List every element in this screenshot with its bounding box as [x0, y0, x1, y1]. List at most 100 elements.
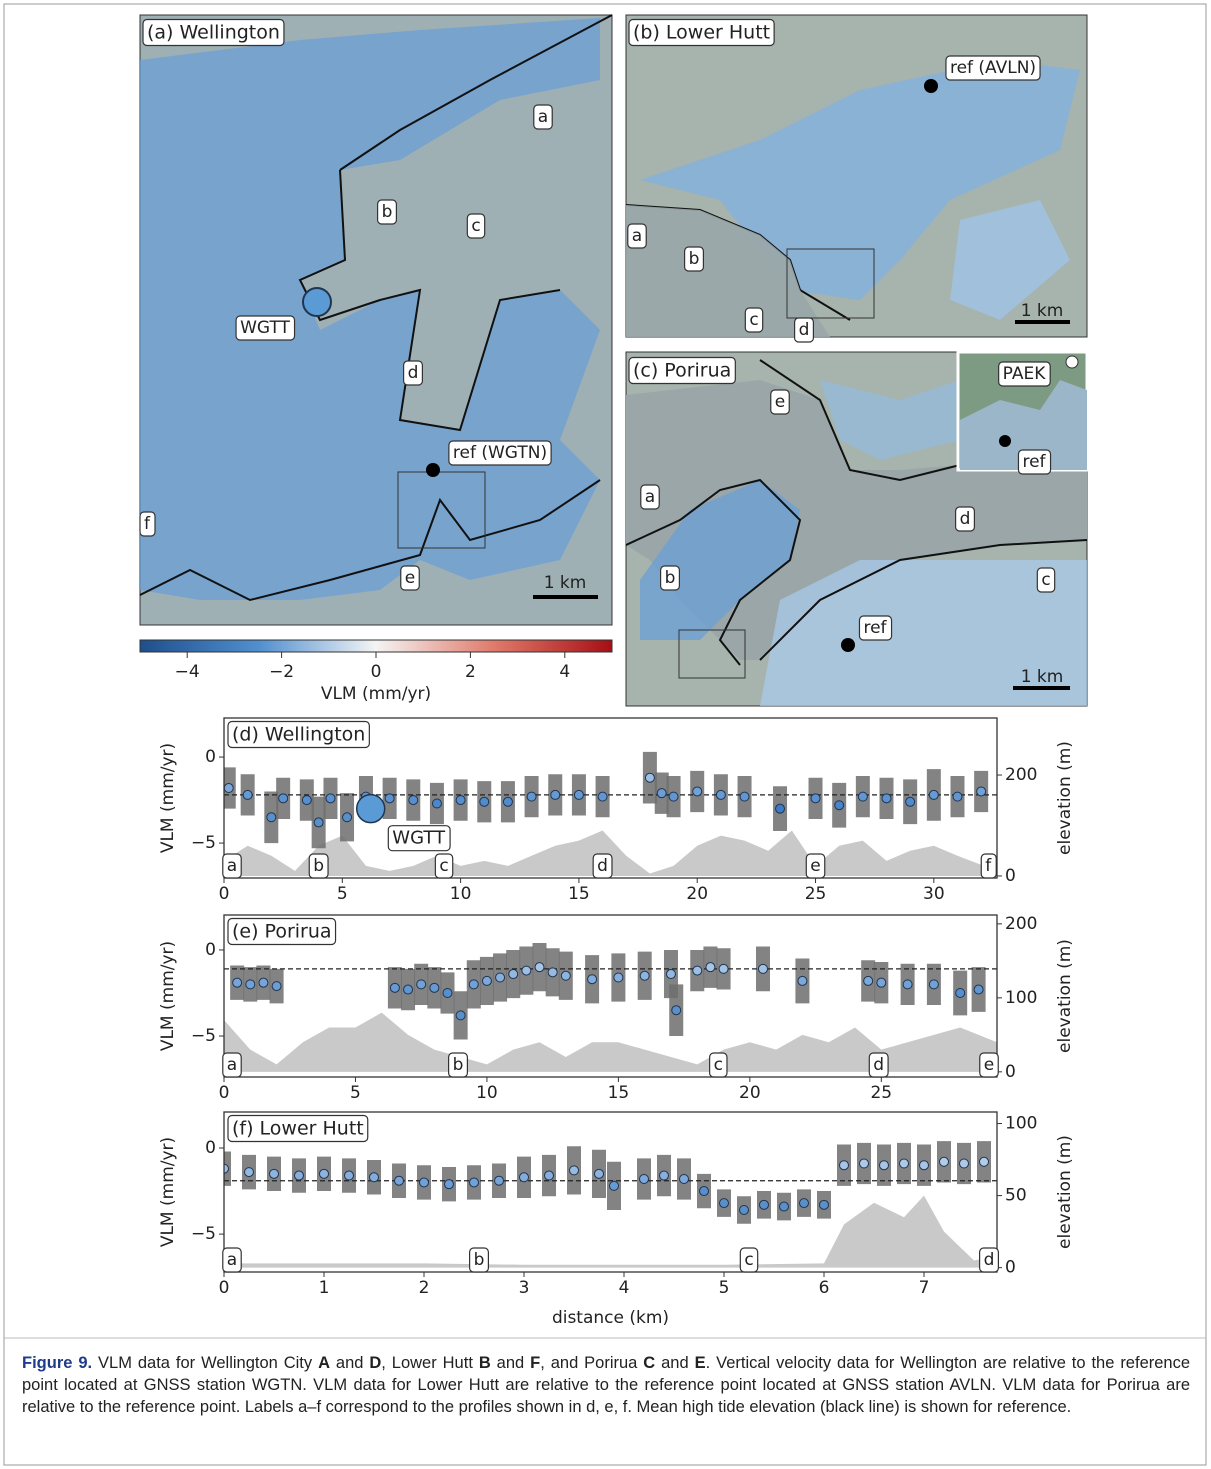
- y-axis-label: VLM (mm/yr): [158, 941, 178, 1051]
- map-label: c: [1041, 570, 1050, 590]
- colorbar-label: VLM (mm/yr): [321, 684, 431, 704]
- point: [740, 792, 749, 801]
- point: [920, 1161, 929, 1170]
- x-tick-label: 0: [219, 1083, 230, 1103]
- map-label: d: [799, 320, 810, 340]
- y2-tick-label: 100: [1005, 1114, 1037, 1134]
- point: [610, 1181, 619, 1190]
- profile-marker: c: [744, 1250, 753, 1270]
- point: [640, 1174, 649, 1183]
- point: [417, 980, 426, 989]
- y2-tick-label: 100: [1005, 988, 1037, 1008]
- colorbar-tick-label: −4: [175, 662, 200, 682]
- station-label: WGTT: [392, 828, 446, 849]
- point: [669, 792, 678, 801]
- caption-text: Figure 9.: [22, 1354, 92, 1372]
- point: [906, 797, 915, 806]
- point: [929, 790, 938, 799]
- y-tick-label: 0: [205, 940, 216, 960]
- map-label: c: [471, 216, 480, 236]
- profile-marker: a: [227, 1055, 237, 1075]
- y-tick-label: −5: [191, 1224, 216, 1244]
- point: [574, 790, 583, 799]
- x-tick-label: 25: [870, 1083, 892, 1103]
- x-tick-label: 15: [608, 1083, 630, 1103]
- point: [700, 1187, 709, 1196]
- point: [370, 1173, 379, 1182]
- point: [666, 970, 675, 979]
- y-tick-label: 0: [205, 1138, 216, 1158]
- caption-text: B: [479, 1354, 491, 1372]
- profile-marker: d: [873, 1055, 884, 1075]
- inset-label: PAEK: [1003, 364, 1047, 384]
- map-label: b: [689, 249, 700, 269]
- point: [443, 988, 452, 997]
- point: [295, 1171, 304, 1180]
- point: [527, 792, 536, 801]
- caption-text: and: [491, 1354, 530, 1372]
- point: [445, 1180, 454, 1189]
- point: [320, 1169, 329, 1178]
- x-tick-label: 15: [568, 884, 590, 904]
- point: [940, 1157, 949, 1166]
- point: [480, 797, 489, 806]
- profile-marker: c: [714, 1055, 723, 1075]
- point: [840, 1161, 849, 1170]
- map-label: a: [538, 107, 548, 127]
- map-label: a: [632, 226, 642, 246]
- point: [385, 794, 394, 803]
- point: [272, 982, 281, 991]
- point: [598, 792, 607, 801]
- profile: [220, 1141, 998, 1268]
- y2-axis-label: elevation (m): [1055, 939, 1075, 1053]
- point: [470, 1178, 479, 1187]
- point: [482, 976, 491, 985]
- caption-text: and: [330, 1354, 369, 1372]
- point: [864, 976, 873, 985]
- point: [614, 973, 623, 982]
- inset-label: ref: [1022, 452, 1046, 472]
- profile-title: (f) Lower Hutt: [232, 1118, 364, 1140]
- station-marker: [357, 795, 385, 823]
- point: [432, 799, 441, 808]
- map-label: a: [645, 487, 655, 507]
- x-tick-label: 6: [819, 1278, 830, 1298]
- point: [390, 983, 399, 992]
- point: [267, 813, 276, 822]
- point: [900, 1159, 909, 1168]
- point: [469, 980, 478, 989]
- x-tick-label: 10: [450, 884, 472, 904]
- point: [570, 1166, 579, 1175]
- map-label: b: [382, 202, 393, 222]
- point: [588, 975, 597, 984]
- map-title: (a) Wellington: [147, 22, 280, 44]
- point: [693, 966, 702, 975]
- profile-marker: b: [474, 1250, 485, 1270]
- caption-text: and: [655, 1354, 694, 1372]
- point: [545, 1171, 554, 1180]
- x-axis-label: distance (km): [552, 1308, 669, 1328]
- point: [882, 794, 891, 803]
- point: [404, 985, 413, 994]
- point: [520, 1173, 529, 1182]
- x-tick-label: 1: [319, 1278, 330, 1298]
- point: [716, 790, 725, 799]
- point: [224, 784, 233, 793]
- x-tick-label: 4: [619, 1278, 630, 1298]
- profile-marker: d: [597, 856, 608, 876]
- y2-tick-label: 50: [1005, 1186, 1027, 1206]
- point: [811, 794, 820, 803]
- map-label: b: [665, 568, 676, 588]
- point: [820, 1200, 829, 1209]
- point: [551, 790, 560, 799]
- caption-text: E: [695, 1354, 706, 1372]
- profile-marker: c: [439, 856, 448, 876]
- scale-label: 1 km: [544, 573, 587, 593]
- x-tick-label: 0: [219, 884, 230, 904]
- point: [509, 970, 518, 979]
- point: [760, 1200, 769, 1209]
- point: [302, 796, 311, 805]
- profile-marker: b: [453, 1055, 464, 1075]
- page: VLM (mm/yr) (a) WellingtonabcdefWGTTref …: [0, 0, 1211, 1469]
- x-tick-label: 5: [350, 1083, 361, 1103]
